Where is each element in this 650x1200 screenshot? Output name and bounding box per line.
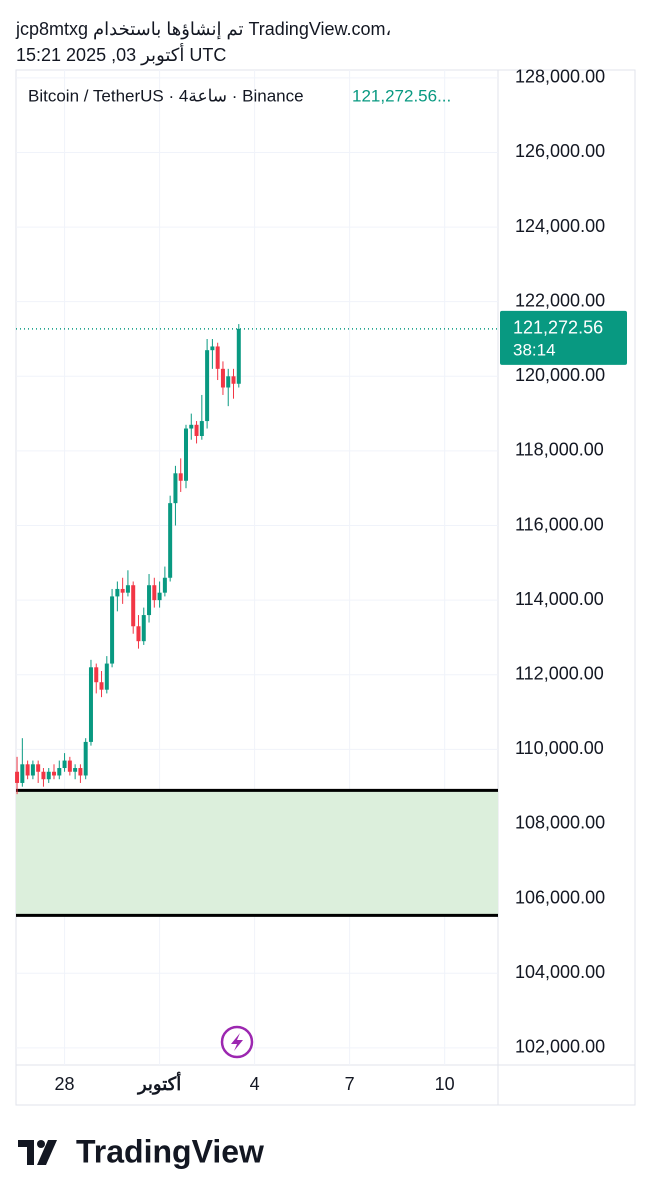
header-subtitle: 15:21 2025 ,03 أكتوبر UTC — [16, 45, 227, 65]
candle-body — [67, 760, 72, 772]
candle-body — [199, 421, 204, 436]
candle-body — [57, 768, 62, 776]
candle-body — [115, 588, 120, 597]
candle-body — [15, 771, 20, 783]
candle-body — [173, 473, 178, 504]
y-tick-label: 110,000.00 — [515, 738, 604, 758]
y-tick-label: 120,000.00 — [515, 365, 605, 385]
candle-body — [52, 771, 57, 776]
header: jcp8mtxg تم إنشاؤها باستخدام TradingView… — [16, 16, 391, 68]
candle-body — [94, 667, 99, 683]
candle-body — [210, 346, 215, 351]
candle-body — [62, 760, 67, 769]
logo-shape — [37, 1140, 45, 1148]
plot — [15, 324, 498, 917]
candle-body — [215, 346, 220, 369]
candle-body — [25, 764, 30, 776]
logo-shape — [37, 1140, 57, 1165]
y-tick-label: 116,000.00 — [515, 514, 604, 534]
candle-body — [168, 503, 173, 578]
x-tick-label: أكتوبر — [136, 1072, 181, 1095]
candle-body — [183, 428, 188, 481]
brand-logo — [18, 1140, 57, 1165]
candle-body — [73, 768, 78, 772]
chart-frame — [15, 69, 636, 1106]
candle-body — [110, 596, 115, 664]
y-tick-label: 114,000.00 — [515, 589, 604, 609]
y-tick-label: 112,000.00 — [515, 664, 604, 684]
candle-body — [189, 424, 194, 429]
candle-body — [147, 585, 152, 616]
countdown: 38:14 — [513, 340, 556, 359]
candle-body — [194, 424, 199, 436]
header-title: jcp8mtxg تم إنشاؤها باستخدام TradingView… — [16, 19, 392, 39]
candle-body — [157, 592, 162, 601]
y-tick-label: 102,000.00 — [515, 1037, 605, 1057]
candle-body — [205, 350, 210, 422]
candle-body — [36, 764, 41, 772]
price-tag — [500, 310, 627, 365]
x-tick-label: 10 — [435, 1074, 455, 1094]
candle-body — [131, 585, 136, 627]
y-tick-label: 106,000.00 — [515, 887, 605, 907]
brand-name: TradingView — [76, 1133, 264, 1169]
logo-shape — [18, 1140, 34, 1165]
legend-symbol: Bitcoin / TetherUS · 4ساعة · Binance — [28, 86, 304, 105]
candle-body — [236, 328, 241, 384]
zone — [16, 790, 498, 916]
y-tick-label: 126,000.00 — [515, 141, 605, 161]
y-tick-label: 122,000.00 — [515, 290, 605, 310]
y-tick-label: 124,000.00 — [515, 216, 605, 236]
price-tag-label: 121,272.56 — [513, 318, 603, 338]
x-tick-label: 4 — [250, 1074, 260, 1094]
candle-body — [99, 682, 104, 690]
candle-body — [120, 588, 125, 593]
candle-body — [30, 764, 35, 776]
candle-body — [41, 771, 46, 780]
x-tick-label: 28 — [55, 1074, 75, 1094]
candle-body — [220, 368, 225, 388]
y-tick-label: 118,000.00 — [515, 440, 604, 460]
y-tick-label: 104,000.00 — [515, 962, 605, 982]
candle-body — [136, 626, 141, 642]
x-tick-label: 7 — [345, 1074, 355, 1094]
candle-body — [88, 667, 93, 742]
y-tick-label: 128,000.00 — [515, 67, 605, 87]
candle-body — [125, 585, 130, 593]
candle-body — [178, 473, 183, 481]
candle-body — [83, 741, 88, 776]
event-icon-bolt — [231, 1033, 243, 1051]
candle-body — [152, 585, 157, 601]
y-tick-label: 108,000.00 — [515, 813, 605, 833]
candle-body — [20, 764, 25, 783]
candle-body — [226, 376, 231, 388]
candle-body — [78, 768, 83, 776]
candle-body — [46, 771, 51, 780]
candle-body — [231, 376, 236, 384]
legend-price: 121,272.56... — [352, 86, 451, 105]
candle-body — [162, 577, 167, 593]
candle-body — [104, 663, 109, 690]
candle-body — [141, 615, 146, 642]
